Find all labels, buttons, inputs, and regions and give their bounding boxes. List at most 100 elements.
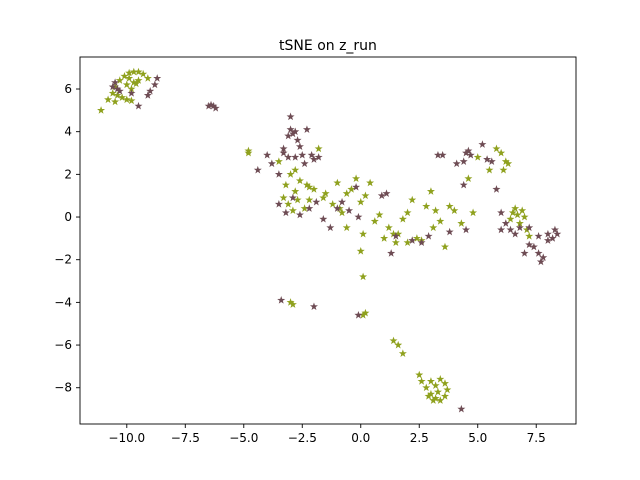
x-tick-label: −5.0 <box>229 431 258 445</box>
data-point <box>487 157 496 165</box>
data-point <box>426 377 435 385</box>
data-point <box>408 236 417 244</box>
data-point <box>361 191 370 200</box>
data-point <box>309 185 318 193</box>
data-point <box>132 79 141 88</box>
y-tick-label: −2 <box>54 253 72 267</box>
y-axis: −8 −6 −4 −2 0 2 4 6 <box>54 82 80 395</box>
data-point <box>279 144 288 153</box>
data-point <box>143 91 152 99</box>
data-point <box>125 74 134 82</box>
data-point <box>391 238 400 247</box>
data-point <box>267 159 276 168</box>
data-point <box>293 136 302 144</box>
data-point <box>356 246 365 255</box>
data-point <box>473 153 482 161</box>
data-point <box>127 89 136 97</box>
data-point <box>153 74 162 82</box>
data-point <box>244 146 253 155</box>
data-point <box>97 106 106 114</box>
data-point <box>274 170 283 178</box>
data-point <box>415 370 424 379</box>
y-tick-label: −6 <box>54 338 72 352</box>
data-point <box>443 385 452 394</box>
data-point <box>492 185 501 193</box>
data-point <box>398 214 407 223</box>
data-point <box>497 208 506 217</box>
data-point <box>295 176 304 185</box>
data-point <box>333 204 342 212</box>
data-point <box>389 229 398 238</box>
data-point <box>436 217 445 225</box>
data-point <box>293 195 302 204</box>
data-point <box>426 389 435 398</box>
data-point <box>518 206 527 215</box>
data-point <box>492 144 501 153</box>
data-point <box>150 80 159 89</box>
data-point <box>520 249 529 257</box>
data-point <box>286 298 295 306</box>
data-point <box>321 189 330 197</box>
data-point <box>459 180 468 189</box>
y-tick-label: −8 <box>54 381 72 395</box>
data-point <box>127 96 136 105</box>
x-tick-label: 5.0 <box>468 431 487 445</box>
data-point <box>211 104 220 112</box>
data-point <box>478 140 487 148</box>
data-point <box>338 197 347 206</box>
data-point <box>403 208 412 217</box>
data-point <box>534 249 543 257</box>
data-point <box>127 84 136 93</box>
data-point <box>466 150 475 159</box>
data-point <box>359 310 368 319</box>
data-point <box>291 153 300 161</box>
data-point <box>501 157 510 165</box>
data-point <box>398 349 407 357</box>
data-point <box>380 234 389 242</box>
data-point <box>394 229 403 238</box>
data-point <box>543 229 552 238</box>
x-tick-label: −10.0 <box>108 431 145 445</box>
data-point <box>445 202 454 210</box>
y-tick-label: 0 <box>64 210 72 224</box>
data-point <box>462 148 471 157</box>
data-point <box>104 95 113 104</box>
y-tick-label: 4 <box>64 125 72 139</box>
data-point <box>483 155 492 163</box>
data-point <box>284 200 293 208</box>
data-point <box>431 381 440 389</box>
data-point <box>279 148 288 157</box>
data-point <box>464 146 473 155</box>
data-point <box>431 394 440 402</box>
data-point <box>497 225 506 234</box>
data-point <box>452 159 461 168</box>
data-point <box>122 95 131 104</box>
data-point <box>438 150 447 159</box>
data-point <box>288 300 297 308</box>
data-point <box>403 238 412 247</box>
data-point <box>384 223 393 232</box>
data-point <box>433 150 442 159</box>
data-point <box>295 210 304 219</box>
series-2 <box>108 74 562 413</box>
data-point <box>457 219 466 227</box>
data-point <box>305 182 314 191</box>
data-point <box>307 150 316 159</box>
data-point <box>120 72 129 80</box>
data-point <box>354 212 363 221</box>
x-tick-label: 7.5 <box>527 431 546 445</box>
data-point <box>129 78 138 86</box>
y-tick-label: −4 <box>54 295 72 309</box>
data-point <box>352 174 361 183</box>
data-point <box>550 225 559 234</box>
data-point <box>314 153 323 161</box>
chart-title: tSNE on z_run <box>279 38 377 54</box>
data-point <box>125 68 134 77</box>
data-point <box>295 142 304 151</box>
data-point <box>111 78 120 86</box>
data-point <box>139 69 148 78</box>
data-point <box>469 208 478 217</box>
data-point <box>422 383 431 392</box>
data-point <box>422 202 431 210</box>
data-point <box>345 206 354 215</box>
